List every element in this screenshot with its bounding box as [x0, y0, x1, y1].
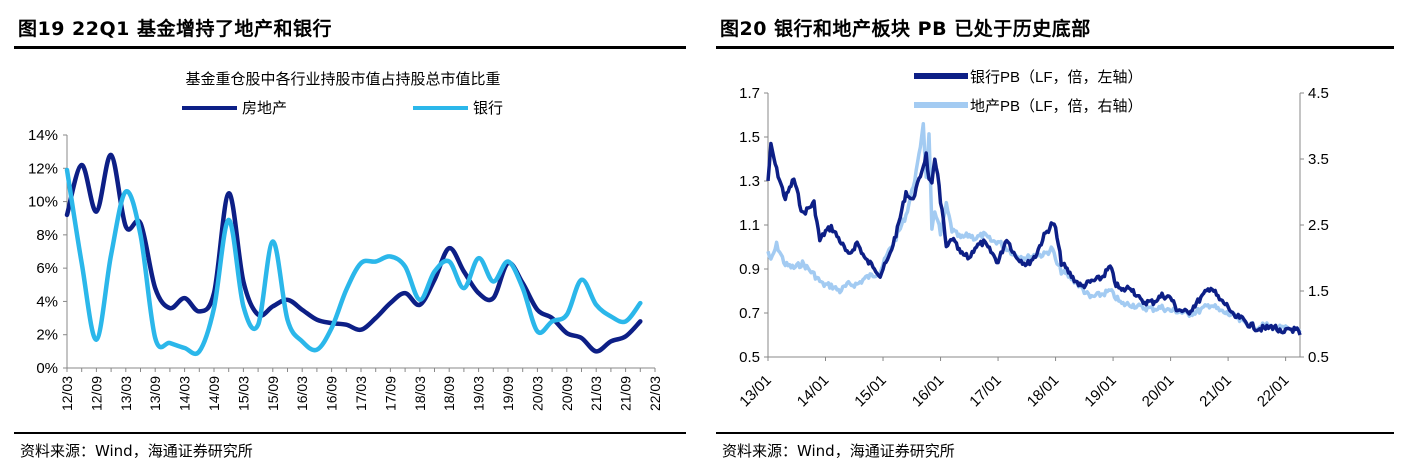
- series-line-real-estate: [64, 152, 643, 354]
- x-tick-label: 21/03: [588, 376, 604, 411]
- x-tick-label: 15/01: [851, 372, 890, 411]
- legend-label-banks: 银行: [473, 100, 503, 117]
- x-tick-label: 21/01: [1196, 372, 1235, 411]
- y-tick-label: 0%: [36, 360, 58, 377]
- x-tick-label: 14/09: [206, 376, 222, 411]
- legend-label-real-estate: 房地产: [242, 100, 287, 117]
- title-rule: [14, 46, 686, 49]
- left-y-tick-label: 0.7: [739, 305, 760, 322]
- x-tick-label: 18/01: [1024, 372, 1063, 411]
- right-y-tick-label: 0.5: [1308, 349, 1329, 366]
- y-tick-label: 14%: [28, 127, 58, 144]
- x-tick-label: 12/09: [88, 376, 104, 411]
- pb-valuation-line-chart: 银行PB（LF，倍，左轴） 地产PB（LF，倍，右轴） 0.5 0.7 0.9 1.1 1.…: [736, 69, 1329, 411]
- right-y-tick-label: 3.5: [1308, 151, 1329, 168]
- figure-19-panel: 图19 22Q1 基金增持了地产和银行 基金重仓股中各行业持股市值占持股总市值比…: [0, 0, 700, 469]
- x-tick-label: 12/03: [59, 376, 75, 411]
- legend-banks-label: 银行PB（LF，倍，左轴）: [970, 69, 1143, 86]
- x-tick-label: 22/03: [647, 376, 663, 411]
- y-tick-label: 10%: [28, 194, 58, 211]
- x-tick-label: 17/03: [353, 376, 369, 411]
- series-line-banks: [64, 167, 643, 357]
- left-y-tick-label: 0.9: [739, 261, 760, 278]
- x-tick-label: 15/09: [265, 376, 281, 411]
- x-tick-label: 13/03: [118, 376, 134, 411]
- left-y-tick-label: 0.5: [739, 349, 760, 366]
- figure-20-title: 图20 银行和地产板块 PB 已处于历史底部: [720, 18, 1091, 40]
- x-tick-label: 18/09: [441, 376, 457, 411]
- x-tick-label: 17/01: [966, 372, 1005, 411]
- y-tick-label: 6%: [36, 260, 58, 277]
- series-line-real-estate-pb: [766, 121, 1302, 335]
- left-y-tick-label: 1.7: [739, 85, 760, 102]
- title-rule: [716, 46, 1394, 49]
- figure-20-panel: 图20 银行和地产板块 PB 已处于历史底部 银行PB（LF，倍，左轴） 地产PB…: [702, 0, 1404, 469]
- footer-rule: [716, 432, 1394, 434]
- y-tick-label: 4%: [36, 293, 58, 310]
- x-tick-label: 16/01: [909, 372, 948, 411]
- right-y-tick-label: 1.5: [1308, 283, 1329, 300]
- x-tick-label: 14/01: [794, 372, 833, 411]
- left-y-tick-label: 1.3: [739, 173, 760, 190]
- x-tick-label: 18/03: [412, 376, 428, 411]
- left-y-tick-label: 1.5: [739, 129, 760, 146]
- figure-19-title: 图19 22Q1 基金增持了地产和银行: [18, 18, 332, 40]
- footer-rule: [14, 432, 686, 434]
- figure-20-source: 资料来源：Wind，海通证券研究所: [722, 442, 955, 460]
- right-y-tick-label: 2.5: [1308, 217, 1329, 234]
- x-tick-label: 19/01: [1081, 372, 1120, 411]
- x-tick-label: 17/09: [382, 376, 398, 411]
- x-tick-label: 13/09: [147, 376, 163, 411]
- x-tick-label: 21/09: [618, 376, 634, 411]
- x-tick-label: 16/09: [324, 376, 340, 411]
- x-tick-label: 16/03: [294, 376, 310, 411]
- x-tick-label: 20/09: [559, 376, 575, 411]
- y-tick-label: 2%: [36, 327, 58, 344]
- x-tick-label: 19/09: [500, 376, 516, 411]
- right-y-tick-label: 4.5: [1308, 85, 1329, 102]
- x-tick-label: 20/01: [1139, 372, 1178, 411]
- x-tick-label: 14/03: [177, 376, 193, 411]
- x-tick-label: 20/03: [529, 376, 545, 411]
- x-tick-label: 22/01: [1254, 372, 1293, 411]
- x-tick-label: 19/03: [471, 376, 487, 411]
- series-line-banks-pb: [766, 141, 1302, 336]
- legend-real-estate-label: 地产PB（LF，倍，右轴）: [970, 98, 1143, 115]
- chart-title: 基金重仓股中各行业持股市值占持股总市值比重: [185, 71, 500, 88]
- x-tick-label: 13/01: [736, 372, 775, 411]
- y-tick-label: 12%: [28, 160, 58, 177]
- y-tick-label: 8%: [36, 227, 58, 244]
- figure-19-source: 资料来源：Wind，海通证券研究所: [20, 442, 253, 460]
- left-y-tick-label: 1.1: [739, 217, 760, 234]
- x-tick-label: 15/03: [235, 376, 251, 411]
